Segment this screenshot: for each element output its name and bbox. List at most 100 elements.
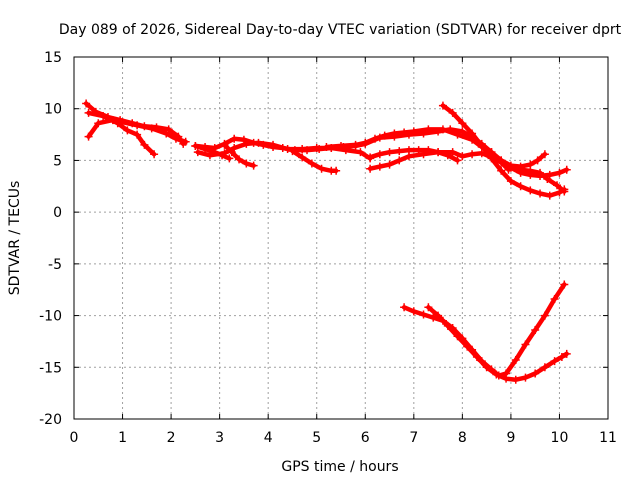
x-tick-label: 10 bbox=[551, 430, 569, 446]
data-point-marker bbox=[562, 349, 571, 358]
data-point-marker bbox=[453, 130, 462, 139]
x-axis-label: GPS time / hours bbox=[281, 459, 398, 475]
data-point-marker bbox=[162, 129, 171, 138]
data-point-marker bbox=[150, 150, 159, 159]
data-point-marker bbox=[375, 162, 384, 171]
series-track-7 bbox=[220, 140, 258, 170]
data-point-marker bbox=[239, 135, 248, 144]
data-point-marker bbox=[443, 321, 452, 330]
series-track-13 bbox=[487, 148, 571, 180]
y-tick-label: -15 bbox=[39, 360, 62, 376]
data-point-marker bbox=[230, 134, 239, 143]
data-point-marker bbox=[550, 295, 559, 304]
data-point-marker bbox=[366, 153, 375, 162]
data-point-marker bbox=[453, 332, 462, 341]
data-point-marker bbox=[468, 129, 477, 138]
data-point-marker bbox=[516, 168, 525, 177]
data-point-marker bbox=[147, 124, 156, 133]
data-point-marker bbox=[113, 119, 122, 128]
data-point-marker bbox=[181, 137, 190, 146]
data-point-marker bbox=[540, 363, 549, 372]
data-point-marker bbox=[380, 131, 389, 140]
data-point-marker bbox=[322, 142, 331, 151]
x-tick-label: 11 bbox=[599, 430, 617, 446]
data-point-marker bbox=[463, 342, 472, 351]
data-point-marker bbox=[477, 141, 486, 150]
data-point-marker bbox=[385, 148, 394, 157]
data-point-marker bbox=[385, 160, 394, 169]
data-point-marker bbox=[553, 181, 562, 190]
data-point-marker bbox=[220, 140, 229, 149]
data-point-marker bbox=[356, 148, 365, 157]
data-point-marker bbox=[317, 164, 326, 173]
data-point-marker bbox=[84, 108, 93, 117]
data-point-marker bbox=[395, 156, 404, 165]
data-point-marker bbox=[218, 151, 227, 160]
data-point-marker bbox=[230, 144, 239, 153]
data-point-marker bbox=[540, 150, 549, 159]
y-tick-label: -20 bbox=[39, 412, 62, 428]
x-tick-label: 4 bbox=[264, 430, 273, 446]
data-point-marker bbox=[521, 340, 530, 349]
data-point-marker bbox=[227, 148, 236, 157]
data-point-marker bbox=[259, 140, 268, 149]
x-tick-label: 0 bbox=[70, 430, 79, 446]
series-track-15 bbox=[424, 303, 571, 384]
x-tick-label: 7 bbox=[409, 430, 418, 446]
data-point-marker bbox=[487, 148, 496, 157]
data-point-marker bbox=[409, 127, 418, 136]
data-point-marker bbox=[545, 191, 554, 200]
data-point-marker bbox=[191, 141, 200, 150]
data-point-marker bbox=[404, 146, 413, 155]
data-point-marker bbox=[526, 186, 535, 195]
data-point-marker bbox=[332, 166, 341, 175]
plot-frame bbox=[73, 56, 609, 420]
y-tick-label: 0 bbox=[53, 205, 62, 221]
data-point-marker bbox=[242, 159, 251, 168]
data-point-marker bbox=[555, 168, 564, 177]
data-point-marker bbox=[249, 161, 258, 170]
data-point-marker bbox=[555, 188, 564, 197]
data-point-marker bbox=[443, 151, 452, 160]
data-point-marker bbox=[225, 154, 234, 163]
series-track-8 bbox=[288, 147, 341, 175]
data-point-marker bbox=[84, 132, 93, 141]
x-tick-label: 6 bbox=[361, 430, 370, 446]
data-point-marker bbox=[497, 156, 506, 165]
data-point-marker bbox=[140, 140, 149, 149]
data-point-marker bbox=[531, 326, 540, 335]
data-point-marker bbox=[288, 147, 297, 156]
y-tick-label: 15 bbox=[44, 50, 62, 66]
data-point-marker bbox=[303, 146, 312, 155]
data-point-marker bbox=[560, 185, 569, 194]
data-point-marker bbox=[545, 170, 554, 179]
x-tick-label: 2 bbox=[167, 430, 176, 446]
data-point-marker bbox=[366, 164, 375, 173]
data-point-marker bbox=[560, 280, 569, 289]
data-point-marker bbox=[419, 310, 428, 319]
data-point-marker bbox=[164, 125, 173, 134]
data-point-marker bbox=[557, 352, 566, 361]
x-tick-label: 9 bbox=[506, 430, 515, 446]
data-point-marker bbox=[424, 146, 433, 155]
data-point-marker bbox=[472, 352, 481, 361]
data-point-marker bbox=[521, 373, 530, 382]
data-point-marker bbox=[409, 307, 418, 316]
series-track-3 bbox=[84, 108, 159, 159]
data-point-marker bbox=[453, 156, 462, 165]
data-point-marker bbox=[458, 152, 467, 161]
series-track-12 bbox=[438, 101, 569, 200]
y-tick-label: -5 bbox=[48, 257, 62, 273]
data-point-marker bbox=[458, 119, 467, 128]
data-point-marker bbox=[171, 134, 180, 143]
data-point-marker bbox=[193, 148, 202, 157]
data-point-marker bbox=[540, 311, 549, 320]
data-point-marker bbox=[492, 370, 501, 379]
data-point-marker bbox=[249, 138, 258, 147]
axis-ticks: 0 1 2 3 4 5 6 7 8 9 10 11 -20 -15 -10 -5 0 5 10 15 bbox=[39, 50, 617, 446]
data-point-marker bbox=[99, 111, 108, 120]
data-point-marker bbox=[536, 171, 545, 180]
y-tick-label: 10 bbox=[44, 102, 62, 118]
data-point-marker bbox=[307, 159, 316, 168]
